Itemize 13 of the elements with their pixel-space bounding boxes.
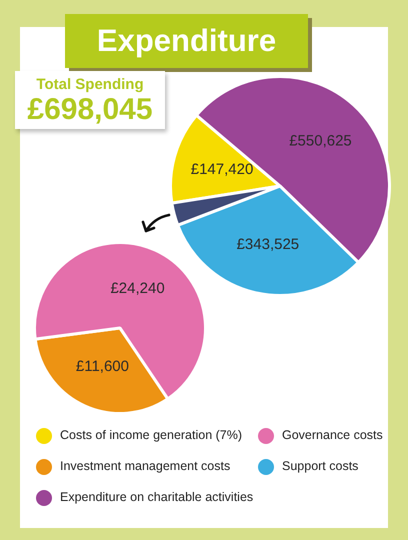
legend-label: Support costs	[282, 459, 358, 474]
data-label: £24,240	[110, 280, 165, 298]
text: Total Spending	[36, 76, 144, 93]
chart-title: Expenditure	[96, 23, 276, 58]
data-label: £343,525	[236, 236, 300, 254]
legend-label: Investment management costs	[60, 459, 230, 474]
legend-label: Expenditure on charitable activities	[60, 490, 254, 505]
text: £698,045	[27, 93, 153, 126]
legend-label: Governance costs	[282, 428, 383, 443]
data-label: £11,600	[76, 358, 129, 376]
data-label: £147,420	[190, 160, 254, 178]
legend-label: Costs of income generation (7%)	[60, 428, 242, 443]
data-label: £550,625	[289, 132, 352, 150]
